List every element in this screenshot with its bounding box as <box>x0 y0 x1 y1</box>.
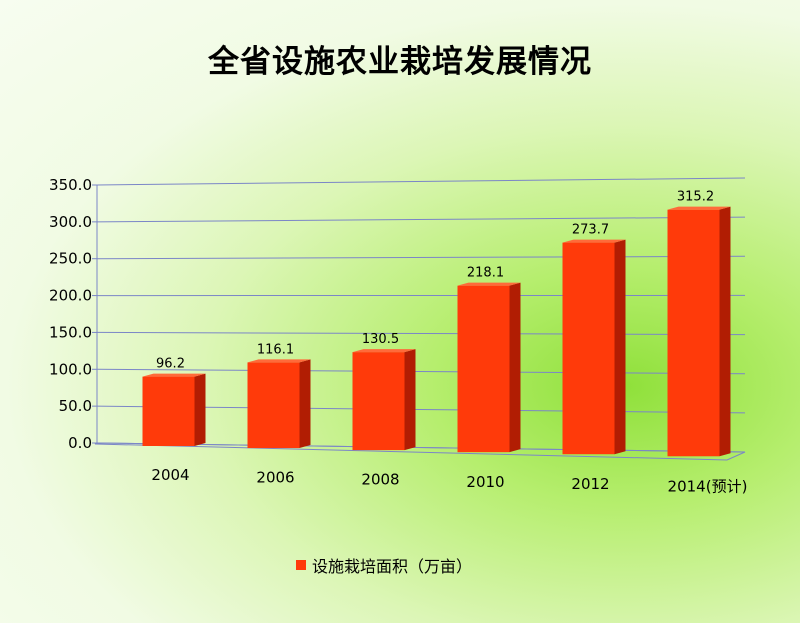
y-tick-label: 250.0 <box>49 250 92 268</box>
bar <box>142 376 195 446</box>
data-label: 96.2 <box>156 357 185 372</box>
y-tick-label: 150.0 <box>49 323 92 341</box>
bar <box>247 362 300 449</box>
bar-side <box>299 359 311 449</box>
legend: 设施栽培面积（万亩） <box>296 553 472 577</box>
bar-top <box>247 359 311 363</box>
y-tick-label: 50.0 <box>59 397 92 415</box>
bars <box>142 206 731 457</box>
legend-label: 设施栽培面积（万亩） <box>312 557 473 576</box>
x-tick-label: 2014(预计) <box>668 478 748 496</box>
bar-side <box>194 373 206 446</box>
bar-side <box>719 206 731 457</box>
bar <box>562 242 615 455</box>
bar-side <box>509 282 521 453</box>
x-tick-label: 2008 <box>361 471 399 489</box>
data-label: 116.1 <box>257 342 294 357</box>
bar-top <box>142 373 206 377</box>
chart-floor <box>94 442 746 461</box>
gridline <box>96 255 746 260</box>
bar-top <box>457 282 521 286</box>
gridline <box>96 216 746 223</box>
legend-swatch <box>296 560 306 570</box>
bar-side <box>404 349 416 451</box>
bar <box>667 209 720 457</box>
y-tick-label: 0.0 <box>68 434 92 452</box>
data-label: 218.1 <box>467 266 504 281</box>
bar-side <box>614 239 626 455</box>
x-tick-label: 2006 <box>256 468 294 486</box>
gridline <box>96 177 746 186</box>
gridline <box>96 368 746 375</box>
data-label: 130.5 <box>362 332 399 347</box>
x-tick-label: 2010 <box>466 473 504 491</box>
y-axis-tick-labels: 0.0 50.0 100.0 150.0 200.0 250.0 300.0 350.0 <box>49 176 92 452</box>
gridline <box>96 331 746 336</box>
chart-title: 全省设施农业栽培发展情况 <box>208 44 592 80</box>
x-tick-label: 2012 <box>571 475 609 493</box>
x-axis-tick-labels: 2004 2006 2008 2010 2012 2014(预计) <box>151 466 747 496</box>
y-tick-label: 300.0 <box>49 213 92 231</box>
data-label: 273.7 <box>572 223 609 238</box>
bar <box>352 352 405 451</box>
y-tick-label: 100.0 <box>49 360 92 378</box>
bar-top <box>667 206 731 210</box>
bar-top <box>352 349 416 353</box>
y-tick-label: 350.0 <box>49 176 92 194</box>
data-label: 315.2 <box>677 190 714 205</box>
data-labels: 96.2 116.1 130.5 218.1 273.7 315.2 <box>156 190 714 372</box>
axes <box>94 185 746 461</box>
y-tick-label: 200.0 <box>49 287 92 305</box>
bar <box>457 285 510 453</box>
bar-top <box>562 239 626 243</box>
x-tick-label: 2004 <box>151 466 189 484</box>
